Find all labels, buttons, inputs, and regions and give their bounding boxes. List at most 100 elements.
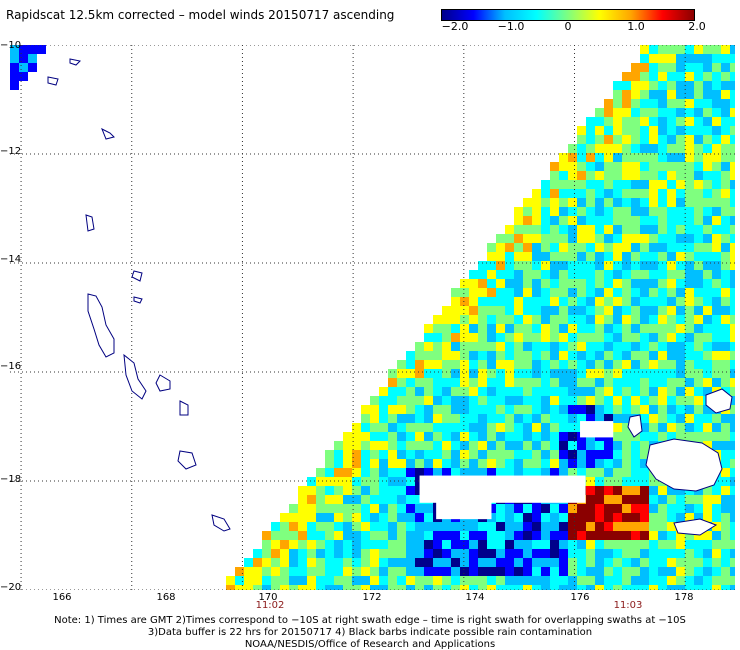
wind-cell — [712, 297, 721, 306]
wind-cell — [649, 54, 658, 63]
wind-cell — [721, 531, 730, 540]
wind-cell — [721, 63, 730, 72]
wind-cell — [640, 477, 649, 486]
wind-cell — [370, 540, 379, 549]
lat-label: −10 — [0, 40, 22, 51]
wind-cell — [595, 261, 604, 270]
wind-cell — [586, 162, 595, 171]
wind-cell — [451, 288, 460, 297]
wind-cell — [568, 180, 577, 189]
wind-cell — [406, 495, 415, 504]
wind-cell — [550, 585, 559, 590]
wind-cell — [622, 567, 631, 576]
wind-cell — [613, 252, 622, 261]
wind-cell — [658, 117, 667, 126]
wind-cell — [712, 243, 721, 252]
wind-cell — [406, 468, 415, 477]
wind-cell — [406, 360, 415, 369]
wind-cell — [469, 369, 478, 378]
wind-cell — [586, 189, 595, 198]
wind-cell — [469, 432, 478, 441]
wind-cell — [388, 441, 397, 450]
wind-cell — [505, 297, 514, 306]
wind-cell — [352, 495, 361, 504]
wind-cell — [514, 432, 523, 441]
wind-cell — [433, 315, 442, 324]
wind-cell — [622, 423, 631, 432]
wind-cell — [370, 549, 379, 558]
wind-cell — [424, 585, 433, 590]
wind-cell — [667, 135, 676, 144]
wind-cell — [415, 495, 424, 504]
wind-cell — [577, 243, 586, 252]
wind-cell — [604, 279, 613, 288]
wind-cell — [694, 495, 703, 504]
wind-cell — [730, 198, 735, 207]
wind-cell — [343, 558, 352, 567]
wind-cell — [586, 495, 595, 504]
wind-cell — [559, 576, 568, 585]
wind-cell — [433, 360, 442, 369]
wind-cell — [649, 90, 658, 99]
wind-cell — [703, 45, 712, 54]
wind-cell — [685, 216, 694, 225]
wind-cell — [712, 252, 721, 261]
wind-cell — [415, 504, 424, 513]
wind-cell — [451, 360, 460, 369]
wind-cell — [424, 522, 433, 531]
wind-cell — [523, 270, 532, 279]
wind-cell — [586, 117, 595, 126]
wind-cell — [307, 549, 316, 558]
wind-cell — [406, 504, 415, 513]
wind-cell — [244, 576, 253, 585]
wind-cell — [568, 522, 577, 531]
wind-cell — [586, 396, 595, 405]
wind-cell — [406, 549, 415, 558]
wind-cell — [640, 243, 649, 252]
wind-cell — [487, 576, 496, 585]
wind-cell — [730, 144, 735, 153]
wind-cell — [667, 405, 676, 414]
wind-cell — [568, 504, 577, 513]
island-kadavu — [673, 518, 718, 536]
wind-cell — [370, 414, 379, 423]
wind-cell — [469, 378, 478, 387]
wind-cell — [532, 387, 541, 396]
wind-cell — [487, 306, 496, 315]
wind-cell — [550, 387, 559, 396]
wind-cell — [730, 243, 735, 252]
wind-cell — [478, 351, 487, 360]
wind-cell — [595, 360, 604, 369]
wind-cell — [730, 108, 735, 117]
wind-cell — [541, 585, 550, 590]
wind-cell — [595, 252, 604, 261]
wind-cell — [649, 243, 658, 252]
wind-cell — [442, 540, 451, 549]
wind-cell — [631, 171, 640, 180]
wind-cell — [712, 423, 721, 432]
wind-cell — [415, 477, 424, 486]
wind-cell — [676, 288, 685, 297]
wind-cell — [694, 351, 703, 360]
wind-cell — [424, 432, 433, 441]
wind-cell — [253, 585, 262, 590]
wind-cell — [433, 432, 442, 441]
wind-cell — [703, 531, 712, 540]
wind-cell — [577, 270, 586, 279]
wind-cell — [334, 459, 343, 468]
wind-cell — [613, 189, 622, 198]
wind-cell — [550, 459, 559, 468]
wind-cell — [289, 576, 298, 585]
wind-cell — [334, 540, 343, 549]
wind-cell — [541, 252, 550, 261]
wind-cell — [676, 99, 685, 108]
wind-cell — [622, 450, 631, 459]
wind-cell — [667, 351, 676, 360]
wind-cell — [577, 459, 586, 468]
wind-cell — [388, 486, 397, 495]
wind-cell — [532, 531, 541, 540]
wind-cell — [352, 477, 361, 486]
wind-cell — [451, 459, 460, 468]
wind-cell — [577, 333, 586, 342]
wind-cell — [496, 531, 505, 540]
